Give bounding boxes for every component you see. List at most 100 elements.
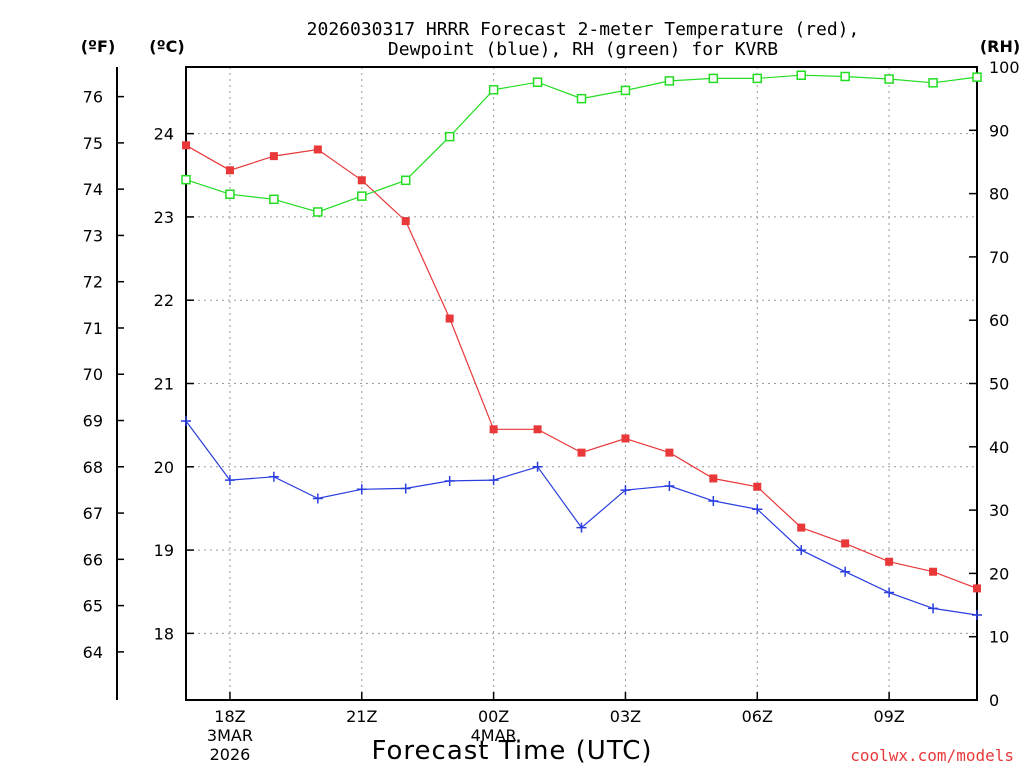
fahrenheit-unit-label: (ºF) [81,37,116,56]
rh-point-0 [181,174,191,185]
rh-point-17 [928,78,938,88]
rh-point-4 [357,191,367,201]
dewpoint-point-12 [708,495,719,506]
fahrenheit-tick-65: 65 [83,597,103,616]
fahrenheit-tick-66: 66 [83,550,103,569]
temperature-point-4 [357,176,366,185]
x-tick-label-18Z: 18Z [214,707,245,726]
rh-tick-90: 90 [989,121,1009,140]
dewpoint-point-2 [268,471,279,482]
dewpoint-point-5 [400,483,411,494]
x-tick-label-03Z: 03Z [610,707,641,726]
rh-point-10 [620,85,631,96]
temperature-point-15 [841,539,850,548]
dewpoint-point-10 [620,485,631,496]
rh-tick-30: 30 [989,501,1009,520]
temperature-point-3 [313,145,322,154]
axes: 64 65 66 67 68 69 70 71 72 73 74 75 76 18 19 20 21 22 23 24… [83,58,1020,764]
celsius-tick-22: 22 [154,291,174,310]
grid-lines [186,67,977,700]
x-tick-label-00Z: 00Z [478,707,509,726]
temperature-point-8 [533,425,542,434]
temperature-point-7 [489,425,498,434]
series-layer [181,70,982,621]
temperature-point-17 [929,567,938,576]
dewpoint-point-17 [928,603,939,614]
rh-unit-label: (RH) [980,37,1020,56]
x-tick-date-18Z: 3MAR [207,726,253,745]
rh-point-15 [840,71,850,82]
celsius-unit-label: (ºC) [149,37,184,56]
rh-point-14 [796,70,806,80]
dewpoint-point-13 [752,504,763,515]
temperature-line [185,144,978,589]
temperature-point-10 [621,434,630,443]
temperature-point-12 [709,474,718,483]
rh-point-3 [313,207,323,217]
rh-tick-50: 50 [989,375,1009,394]
credit-text: coolwx.com/models [850,746,1014,765]
rh-tick-60: 60 [989,311,1009,330]
rh-point-5 [400,175,411,186]
temperature-point-0 [182,141,190,150]
celsius-tick-24: 24 [154,125,174,144]
rh-point-8 [532,77,543,87]
fahrenheit-tick-71: 71 [83,319,103,338]
rh-point-9 [576,93,587,104]
celsius-tick-21: 21 [154,375,174,394]
rh-point-12 [708,73,719,84]
rh-tick-70: 70 [989,248,1009,267]
dewpoint-point-0 [181,415,191,426]
dewpoint-point-7 [488,475,499,486]
rh-point-6 [444,131,455,142]
celsius-tick-20: 20 [154,458,174,477]
fahrenheit-tick-68: 68 [83,458,103,477]
rh-point-1 [225,189,235,199]
fahrenheit-tick-73: 73 [83,226,103,245]
temperature-point-1 [225,166,234,175]
dewpoint-point-3 [312,493,323,504]
temperature-point-18 [973,584,981,593]
fahrenheit-tick-70: 70 [83,365,103,384]
temperature-point-11 [665,448,674,457]
celsius-tick-19: 19 [154,541,174,560]
dewpoint-point-11 [664,480,675,491]
chart-title-line1: 2026030317 HRRR Forecast 2-meter Tempera… [307,19,860,40]
rh-tick-10: 10 [989,628,1009,647]
fahrenheit-tick-75: 75 [83,134,103,153]
dewpoint-point-8 [532,461,543,472]
fahrenheit-tick-74: 74 [83,180,103,199]
rh-tick-20: 20 [989,564,1009,583]
dewpoint-point-4 [356,484,367,495]
temperature-point-6 [445,314,454,323]
celsius-tick-18: 18 [154,624,174,643]
rh-tick-80: 80 [989,185,1009,204]
dewpoint-point-15 [840,566,851,577]
x-tick-date-00Z: 4MAR [471,726,517,745]
temperature-point-5 [401,217,410,226]
fahrenheit-tick-67: 67 [83,504,103,523]
temperature-point-16 [885,557,894,566]
dewpoint-point-16 [884,587,895,598]
fahrenheit-tick-76: 76 [83,88,103,107]
temperature-point-2 [269,152,278,161]
chart-title-line2: Dewpoint (blue), RH (green) for KVRB [388,39,778,60]
fahrenheit-tick-69: 69 [83,412,103,431]
dewpoint-point-6 [444,475,455,486]
rh-point-18 [972,72,982,82]
rh-point-11 [664,76,675,86]
temperature-point-9 [577,448,586,457]
rh-point-16 [884,74,894,84]
x-tick-label-09Z: 09Z [873,707,904,726]
x-tick-label-06Z: 06Z [742,707,773,726]
rh-point-2 [269,194,279,205]
temperature-point-14 [797,523,806,532]
rh-point-13 [752,73,763,84]
dewpoint-point-14 [796,545,807,556]
rh-tick-100: 100 [989,58,1020,77]
dewpoint-point-18 [972,610,982,621]
dewpoint-point-9 [576,522,587,533]
fahrenheit-tick-72: 72 [83,273,103,292]
rh-tick-0: 0 [989,691,999,710]
